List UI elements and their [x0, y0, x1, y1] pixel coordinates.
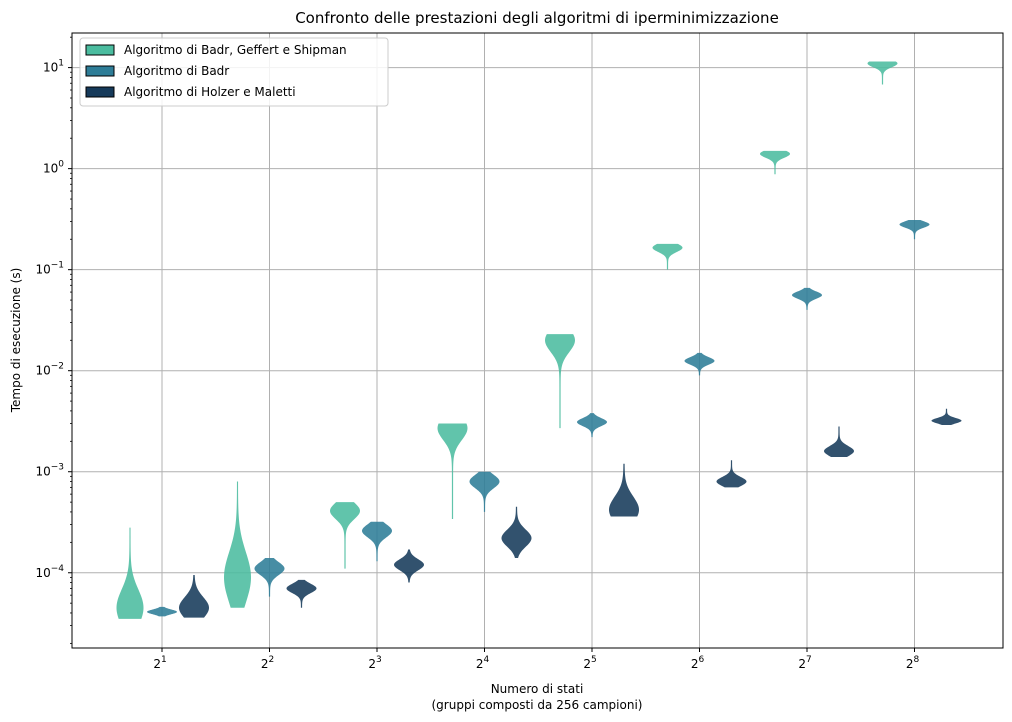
x-tick-label: 27	[798, 655, 811, 671]
violin-series1-group6	[792, 287, 822, 310]
violins	[116, 61, 962, 619]
x-tick-label: 21	[153, 655, 166, 671]
x-tick-label: 24	[476, 655, 490, 671]
x-tick-label: 28	[906, 655, 920, 671]
x-axis-label: Numero di stati	[491, 682, 584, 696]
x-tick-label: 22	[261, 655, 274, 671]
y-tick-label: 101	[43, 59, 64, 75]
legend-swatch-bgs	[85, 44, 115, 56]
x-axis-sublabel: (gruppi composti da 256 campioni)	[432, 698, 643, 712]
violin-series2-group1	[286, 579, 317, 608]
x-tick-label: 23	[368, 655, 381, 671]
violin-series0-group0	[116, 527, 144, 619]
violin-series0-group3	[437, 423, 468, 520]
y-tick-label: 10−4	[35, 564, 64, 580]
y-tick-label: 10−1	[35, 261, 64, 277]
y-tick-label: 10−3	[35, 463, 64, 479]
violin-series0-group5	[652, 243, 683, 270]
violin-series2-group6	[824, 426, 854, 457]
violin-series1-group5	[684, 352, 715, 376]
legend-box	[79, 37, 389, 107]
ticks: 21 22 23 24 25 26 27 28 10−4 10−3 10−2 10−1 100 101	[35, 36, 920, 671]
legend-label-holzer-maletti: Algoritmo di Holzer e Maletti	[124, 85, 296, 99]
legend-label-badr: Algoritmo di Badr	[124, 64, 229, 78]
violin-series2-group7	[931, 408, 962, 426]
legend-swatch-holzer-maletti	[85, 86, 115, 98]
y-axis-label: Tempo di esecuzione (s)	[9, 268, 23, 414]
violin-series0-group2	[330, 502, 360, 569]
y-tick-label: 100	[43, 160, 64, 176]
x-tick-label: 25	[583, 655, 596, 671]
violin-series0-group7	[867, 61, 898, 85]
violin-series2-group5	[716, 460, 747, 488]
violin-series2-group2	[394, 549, 424, 583]
violin-series0-group6	[760, 150, 790, 175]
violin-series1-group3	[469, 471, 500, 512]
chart-title: Confronto delle prestazioni degli algori…	[295, 9, 779, 27]
violin-series1-group2	[362, 521, 392, 562]
legend: Algoritmo di Badr, Geffert e Shipman Alg…	[79, 37, 389, 107]
violin-series2-group0	[179, 575, 209, 618]
violin-series1-group7	[899, 220, 930, 240]
legend-label-bgs: Algoritmo di Badr, Geffert e Shipman	[124, 43, 347, 57]
violin-series1-group0	[147, 606, 177, 617]
violin-series2-group3	[501, 506, 532, 558]
y-tick-label: 10−2	[35, 362, 64, 378]
violin-series1-group4	[577, 413, 607, 438]
x-tick-label: 26	[691, 655, 705, 671]
legend-swatch-badr	[85, 65, 115, 77]
violin-series2-group4	[609, 463, 639, 517]
violin-series1-group1	[254, 557, 285, 597]
violin-series0-group1	[224, 481, 251, 608]
violin-series0-group4	[545, 334, 575, 429]
